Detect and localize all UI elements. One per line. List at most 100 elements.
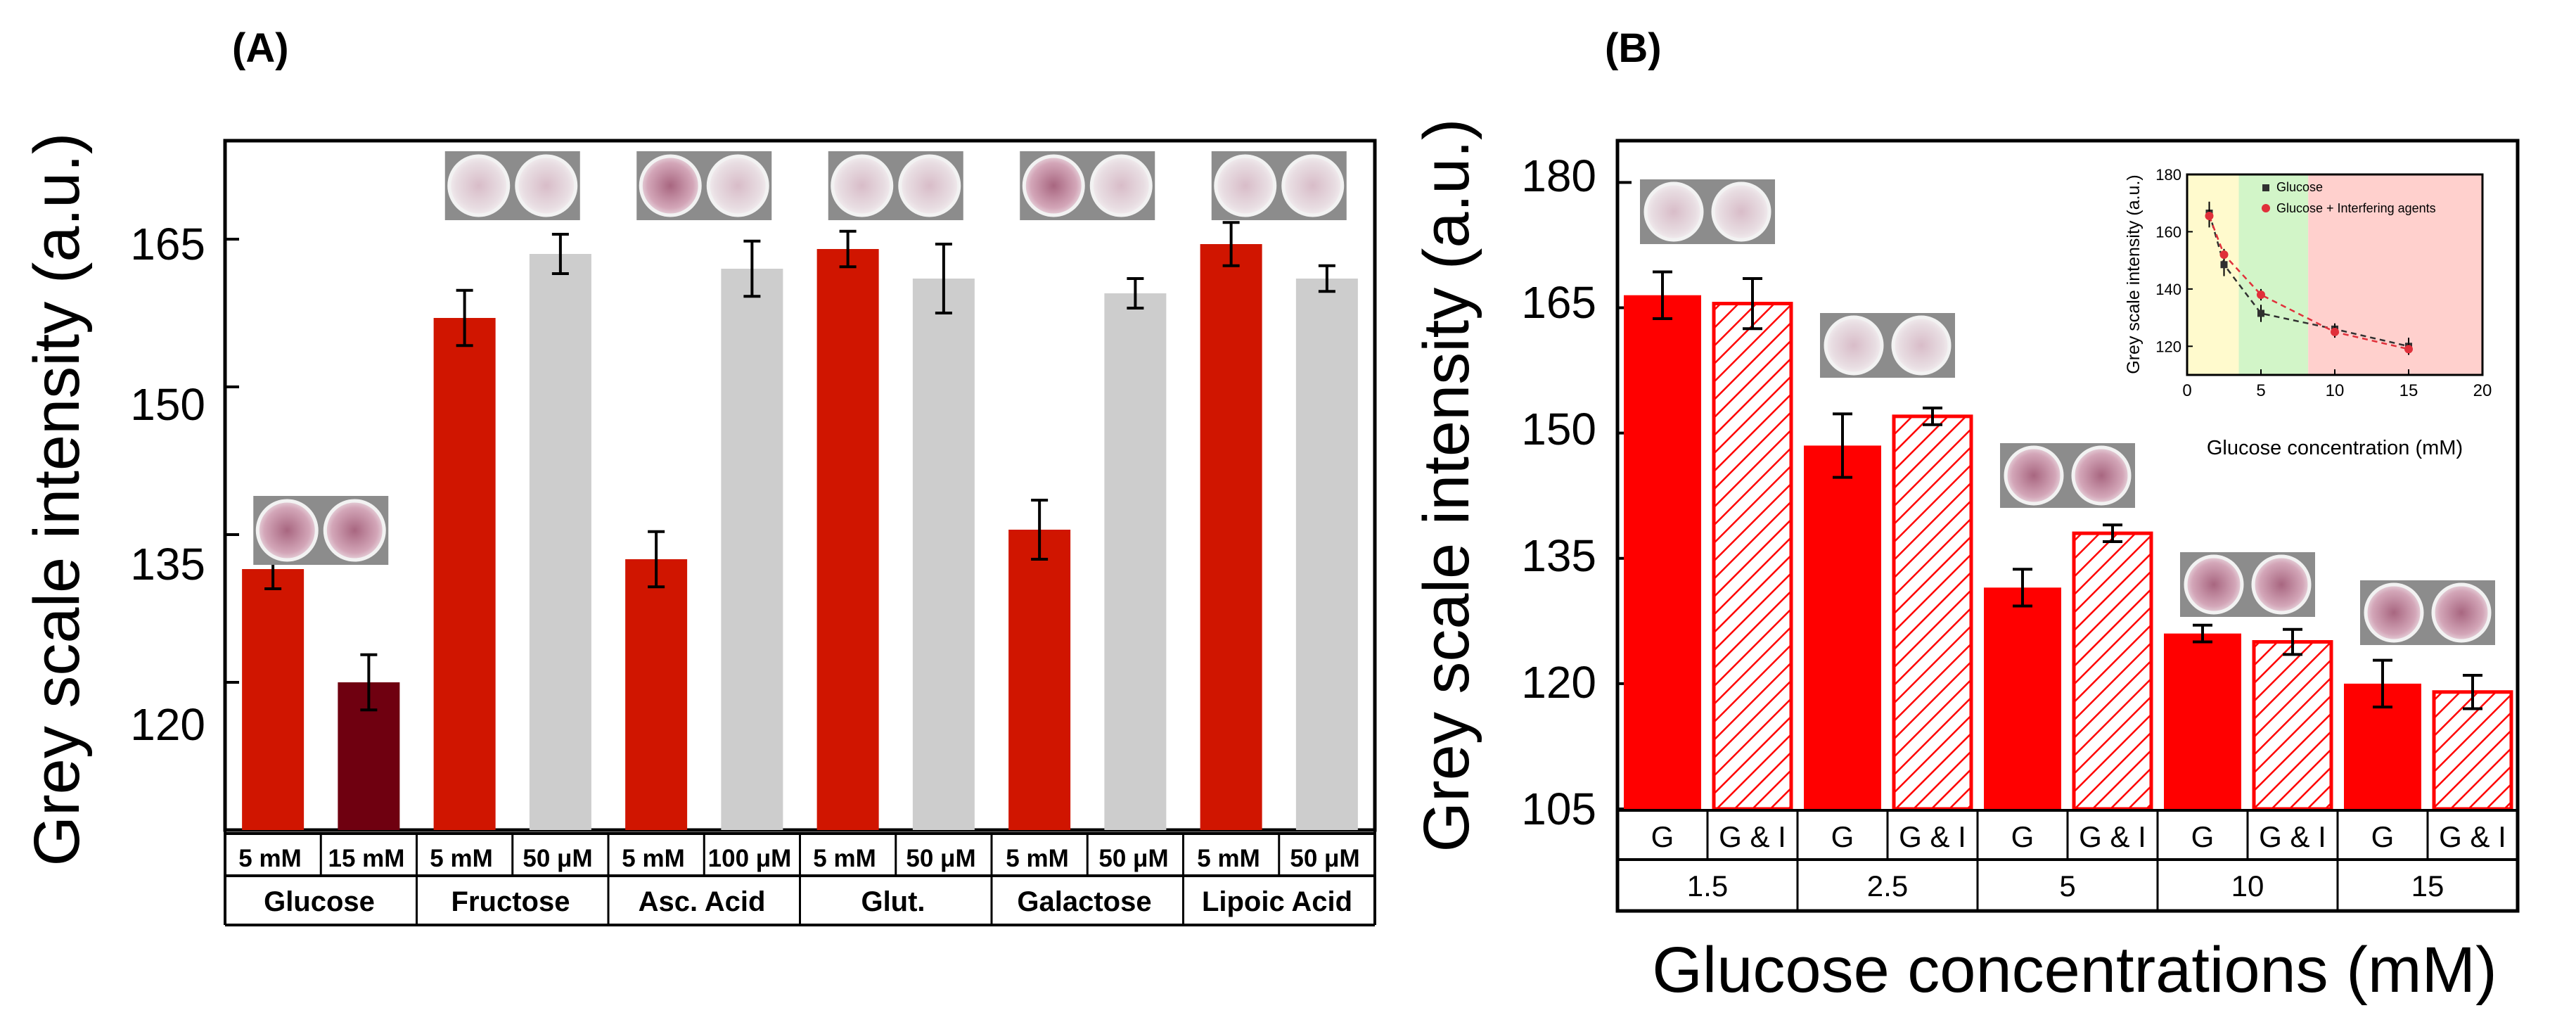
inset-y-tick-0: 120 [2155,338,2181,355]
bar-label-a-3: 50 μM [523,845,592,872]
y-tick-b-0: 105 [1521,784,1596,834]
tick-labels-b: 105 120 135 150 165 180 [1521,151,1596,834]
y-tick-b-3: 150 [1521,404,1596,454]
bar-a-8 [1008,530,1071,830]
inset-point-glucose-2 [2257,310,2264,317]
bar-a-2 [433,318,496,830]
spot-pair-b-0-spot [1643,181,1704,242]
inset-x-tick-2: 10 [2326,381,2345,400]
inset-point-interfering-4 [2404,345,2413,354]
inset-x-tick-3: 15 [2399,381,2418,400]
panel-b: Grey scale intensity (a.u.) Glucose conc… [1411,118,2520,1006]
bar-a-5 [721,269,783,830]
inset-y-label: Grey scale intensity (a.u.) [2124,174,2144,374]
bar-label-a-0: 5 mM [238,845,301,872]
bar-b-g-1 [1804,445,1881,809]
spot-pair-a-1-spot [515,154,578,217]
series-label-g-3: G [2191,820,2215,853]
bar-label-a-4: 5 mM [622,845,684,872]
spot-pair-a-0-spot [255,499,319,562]
tick-labels-a: 120 135 150 165 [130,219,205,750]
spot-pair-a-2-spot [639,154,702,217]
bar-b-gi-3 [2252,640,2333,811]
y-tick-b-4: 165 [1521,277,1596,328]
panel-label-a: (A) [232,25,289,71]
panel-a: Grey scale intensity (a.u.) 120 135 150 … [21,132,1377,926]
y-axis-label-a: Grey scale intensity (a.u.) [21,132,93,866]
series-label-g-2: G [2011,820,2034,853]
spot-pair-a-5-spot [1281,154,1345,217]
y-tick-b-1: 120 [1521,657,1596,708]
inset-zone-1 [2238,174,2309,375]
spot-pair-a-0-spot [323,499,386,562]
bar-label-a-6: 5 mM [813,845,876,872]
category-label-b-1: 2.5 [1867,869,1908,902]
inset-chart: 0 5 10 15 20 120 140 160 180 Grey scale intensit… [2124,166,2492,459]
inset-x-tick-0: 0 [2182,381,2191,400]
legend-marker-glucose [2262,184,2269,191]
inset-y-tick-3: 180 [2155,166,2181,184]
panel-label-b: (B) [1605,25,1662,71]
category-label-b-0: 1.5 [1687,869,1728,902]
y-tick-b-2: 135 [1521,530,1596,581]
category-table-b: G G & I G G & I G G & I G G & I G G & I … [1617,809,2518,911]
spot-photos-b [1640,179,2495,645]
legend-text-glucose: Glucose [2276,180,2323,194]
inset-point-glucose-1 [2220,261,2228,269]
bar-b-g-2 [1984,587,2061,809]
category-table-a: 5 mM 15 mM 5 mM 50 μM 5 mM 100 μM 5 mM 5… [224,830,1376,926]
spot-photos-a [253,151,1347,565]
y-axis-label-b: Grey scale intensity (a.u.) [1411,118,1482,852]
plot-frame-b [1615,139,2520,913]
series-label-gi-1: G & I [1899,820,1966,853]
spot-pair-a-4-spot [1022,154,1085,217]
y-tick-a-1: 135 [130,539,205,589]
bar-a-4 [625,559,688,830]
series-label-g-1: G [1831,820,1854,853]
bar-b-gi-0 [1712,302,1793,811]
series-label-gi-0: G & I [1719,820,1786,853]
legend-text-interfering: Glucose + Interfering agents [2276,201,2436,215]
series-label-gi-3: G & I [2259,820,2326,853]
bar-a-11 [1295,279,1358,830]
y-tick-a-0: 120 [130,699,205,750]
y-tick-marks-a [225,238,239,684]
bar-b-gi-2 [2072,531,2153,811]
inset-zone-2 [2308,174,2482,375]
group-label-a-2: Asc. Acid [639,886,766,917]
legend-marker-interfering [2262,204,2270,212]
bar-label-a-10: 5 mM [1197,845,1260,872]
bar-b-gi-1 [1892,414,1973,811]
inset-zones [2187,174,2482,375]
group-label-a-3: Glut. [861,886,925,917]
bar-label-a-7: 50 μM [906,845,975,872]
inset-ticks: 0 5 10 15 20 120 140 160 180 [2155,166,2492,400]
inset-zone-0 [2187,174,2239,375]
bar-b-gi-4 [2432,690,2513,811]
inset-legend: Glucose Glucose + Interfering agents [2262,180,2436,215]
inset-point-interfering-1 [2219,250,2229,259]
inset-y-tick-1: 140 [2155,281,2181,298]
spot-pair-a-5-spot [1214,154,1277,217]
inset-y-tick-2: 160 [2155,223,2181,241]
series-label-g-0: G [1651,820,1674,853]
bar-a-0 [242,569,305,830]
bar-a-7 [912,279,975,830]
bar-label-a-9: 50 μM [1098,845,1168,872]
bar-label-a-8: 5 mM [1006,845,1068,872]
bars-b [1624,270,2513,811]
group-label-a-4: Galactose [1017,886,1151,917]
category-label-b-4: 15 [2411,869,2444,902]
bar-label-a-5: 100 μM [708,845,792,872]
spot-pair-b-0-spot [1711,181,1771,242]
group-label-a-0: Glucose [264,886,375,917]
spot-pair-b-1-spot [1824,315,1884,376]
spot-pair-b-4-spot [2364,582,2424,643]
category-label-b-2: 5 [2059,869,2075,902]
inset-points [2205,201,2413,355]
inset-x-tick-4: 20 [2473,381,2492,400]
spot-pair-a-4-spot [1089,154,1153,217]
inset-x-label: Glucose concentration (mM) [2207,437,2463,459]
bars-a [242,221,1358,830]
